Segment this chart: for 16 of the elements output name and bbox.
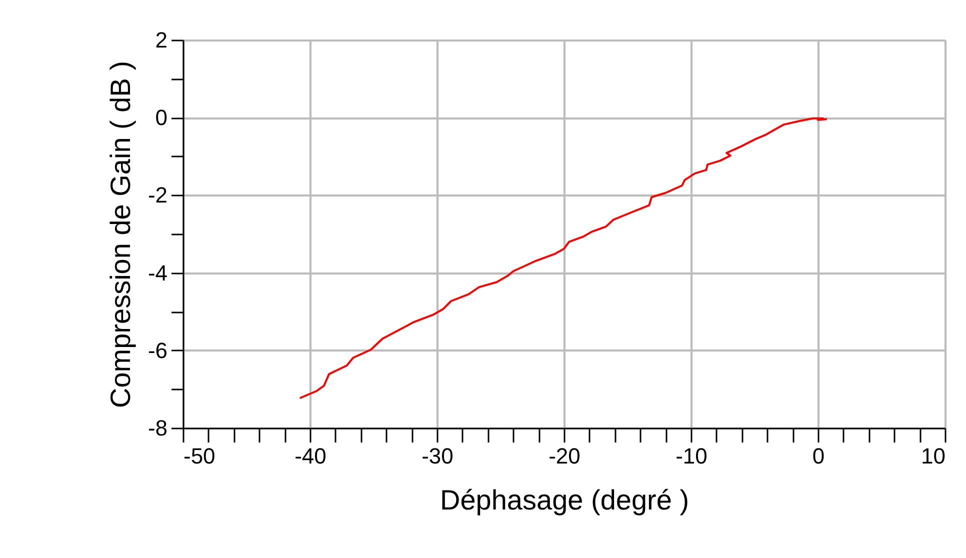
x-tick-label: 10 bbox=[921, 444, 946, 468]
y-tick-label: -8 bbox=[148, 416, 168, 440]
y-tick-label: 2 bbox=[155, 28, 168, 52]
x-tick-label: -10 bbox=[676, 444, 708, 468]
y-tick-label: 0 bbox=[155, 105, 168, 130]
x-tick-label: -20 bbox=[548, 444, 580, 468]
y-tick-label: -4 bbox=[148, 260, 168, 286]
x-tick-label: 0 bbox=[812, 444, 825, 468]
y-tick-label: -6 bbox=[148, 338, 168, 363]
x-tick-label: -50 bbox=[184, 444, 216, 468]
y-tick-label: -2 bbox=[148, 182, 168, 208]
x-tick-label: -40 bbox=[294, 444, 326, 468]
x-axis-title: Déphasage (degré ) bbox=[440, 484, 690, 516]
line-series bbox=[298, 117, 828, 400]
y-axis-title: Compression de Gain ( dB ) bbox=[104, 60, 136, 408]
x-tick-label: -30 bbox=[422, 444, 454, 468]
